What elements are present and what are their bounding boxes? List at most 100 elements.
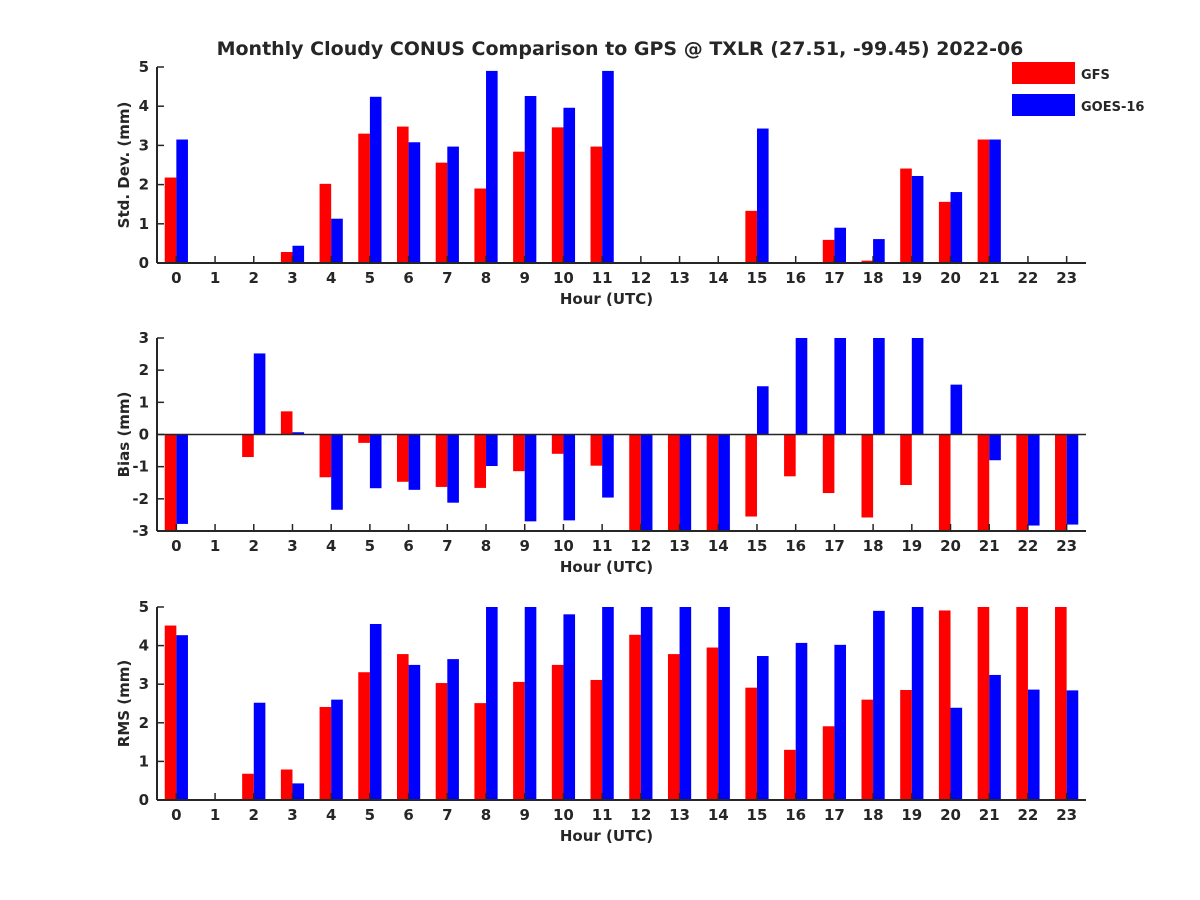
stddev-bar-goes16-8 [486, 70, 498, 263]
stddev-x-tick-label: 21 [979, 269, 1000, 287]
bias-xlabel: Hour (UTC) [560, 558, 653, 576]
stddev-bar-goes16-5 [369, 96, 382, 263]
rms-bar-gfs-21 [977, 607, 990, 800]
rms-bar-gfs-22 [1016, 607, 1028, 800]
stddev-bar-gfs-6 [396, 126, 409, 263]
rms-x-tick-label: 10 [553, 806, 574, 824]
rms-x-tick-label: 15 [747, 806, 768, 824]
bias-bar-goes16-8 [486, 434, 498, 467]
rms-bar-gfs-16 [784, 749, 796, 800]
rms-x-tick-label: 11 [592, 806, 613, 824]
stddev-panel: 0 1 2 3 4 5 6 7 8 9 10 11 12 13 14 15 16 17 18 19 20 21 22 2301… [115, 58, 1086, 308]
bias-x-tick-label: 12 [630, 537, 651, 555]
rms-x-tick-label: 23 [1056, 806, 1077, 824]
rms-bar-goes16-3 [292, 783, 305, 800]
bias-x-tick-label: 15 [747, 537, 768, 555]
bias-bar-gfs-14 [706, 434, 719, 531]
stddev-x-tick-label: 17 [824, 269, 845, 287]
stddev-bar-goes16-10 [563, 107, 576, 264]
stddev-bar-goes16-11 [602, 70, 614, 263]
bias-x-tick-label: 22 [1018, 537, 1039, 555]
rms-bar-goes16-7 [447, 659, 459, 800]
bias-x-tick-label: 0 [171, 537, 181, 555]
legend-label-gfs: GFS [1081, 68, 1110, 83]
bias-bar-goes16-21 [989, 434, 1001, 461]
rms-y-tick-label: 1 [139, 752, 149, 770]
stddev-y-tick-label: 1 [139, 215, 149, 233]
stddev-bar-goes16-4 [331, 218, 343, 263]
rms-bar-gfs-5 [358, 672, 370, 800]
rms-x-tick-label: 19 [901, 806, 922, 824]
stddev-ylabel: Std. Dev. (mm) [115, 102, 133, 229]
stddev-x-tick-label: 4 [326, 269, 336, 287]
bias-bar-gfs-21 [977, 434, 990, 531]
legend: GFS GOES-16 [1012, 62, 1144, 116]
rms-x-tick-label: 1 [210, 806, 220, 824]
bias-y-tick-label: -2 [132, 490, 149, 508]
stddev-bar-gfs-5 [358, 133, 370, 263]
bias-x-tick-label: 20 [940, 537, 961, 555]
stddev-x-tick-label: 2 [249, 269, 259, 287]
rms-bar-gfs-8 [474, 703, 487, 800]
bias-bar-gfs-7 [435, 434, 448, 487]
bias-bar-gfs-17 [822, 434, 835, 494]
bias-bar-goes16-4 [331, 434, 343, 510]
bias-bar-gfs-20 [938, 434, 951, 531]
stddev-bar-goes16-7 [447, 146, 459, 263]
rms-bar-goes16-5 [369, 623, 382, 800]
bias-x-tick-label: 17 [824, 537, 845, 555]
bias-bar-goes16-9 [524, 434, 537, 522]
rms-bar-goes16-16 [795, 642, 808, 800]
bias-x-tick-label: 8 [481, 537, 491, 555]
stddev-y-tick-label: 2 [139, 176, 149, 194]
bias-x-tick-label: 14 [708, 537, 729, 555]
bias-bar-goes16-13 [679, 434, 692, 531]
bias-x-tick-label: 6 [403, 537, 413, 555]
rms-x-tick-label: 21 [979, 806, 1000, 824]
bias-bar-goes16-20 [950, 384, 963, 435]
stddev-bar-gfs-11 [590, 146, 603, 263]
rms-bar-gfs-6 [396, 654, 409, 800]
rms-x-tick-label: 12 [630, 806, 651, 824]
rms-bar-gfs-13 [667, 654, 680, 800]
rms-xlabel: Hour (UTC) [560, 827, 653, 845]
rms-panel: 0 1 2 3 4 5 6 7 8 9 10 11 12 13 14 15 16 17 18 19 20 21 22 2301… [115, 598, 1086, 845]
rms-bar-gfs-20 [938, 610, 951, 800]
bias-x-tick-label: 16 [785, 537, 806, 555]
stddev-y-tick-label: 0 [139, 254, 149, 272]
bias-bar-goes16-11 [602, 434, 614, 498]
stddev-bar-gfs-10 [551, 127, 564, 264]
legend-swatch-gfs [1012, 62, 1075, 84]
stddev-x-tick-label: 1 [210, 269, 220, 287]
rms-bar-gfs-3 [280, 769, 293, 800]
rms-x-tick-label: 22 [1018, 806, 1039, 824]
stddev-bar-gfs-8 [474, 188, 487, 263]
stddev-bar-gfs-18 [861, 260, 874, 263]
stddev-x-tick-label: 23 [1056, 269, 1077, 287]
rms-x-tick-label: 16 [785, 806, 806, 824]
rms-bar-gfs-4 [319, 706, 332, 800]
rms-bar-goes16-0 [176, 635, 188, 800]
bias-x-tick-label: 10 [553, 537, 574, 555]
rms-x-tick-label: 4 [326, 806, 336, 824]
bias-bar-gfs-22 [1016, 434, 1028, 531]
stddev-bar-goes16-21 [989, 139, 1001, 263]
rms-y-tick-label: 2 [139, 714, 149, 732]
bias-y-tick-label: 3 [139, 329, 149, 347]
rms-bar-goes16-6 [408, 664, 421, 800]
stddev-x-tick-label: 15 [747, 269, 768, 287]
stddev-x-tick-label: 10 [553, 269, 574, 287]
stddev-bar-goes16-18 [873, 239, 885, 263]
rms-bar-gfs-14 [706, 647, 719, 800]
stddev-xlabel: Hour (UTC) [560, 290, 653, 308]
stddev-x-tick-label: 5 [365, 269, 375, 287]
rms-bar-gfs-10 [551, 664, 564, 800]
bias-x-tick-label: 19 [901, 537, 922, 555]
stddev-x-tick-label: 14 [708, 269, 729, 287]
rms-bar-goes16-18 [873, 610, 885, 800]
stddev-bar-gfs-0 [164, 177, 177, 263]
rms-bar-goes16-10 [563, 614, 576, 800]
stddev-x-tick-label: 19 [901, 269, 922, 287]
rms-bar-goes16-11 [602, 607, 614, 800]
